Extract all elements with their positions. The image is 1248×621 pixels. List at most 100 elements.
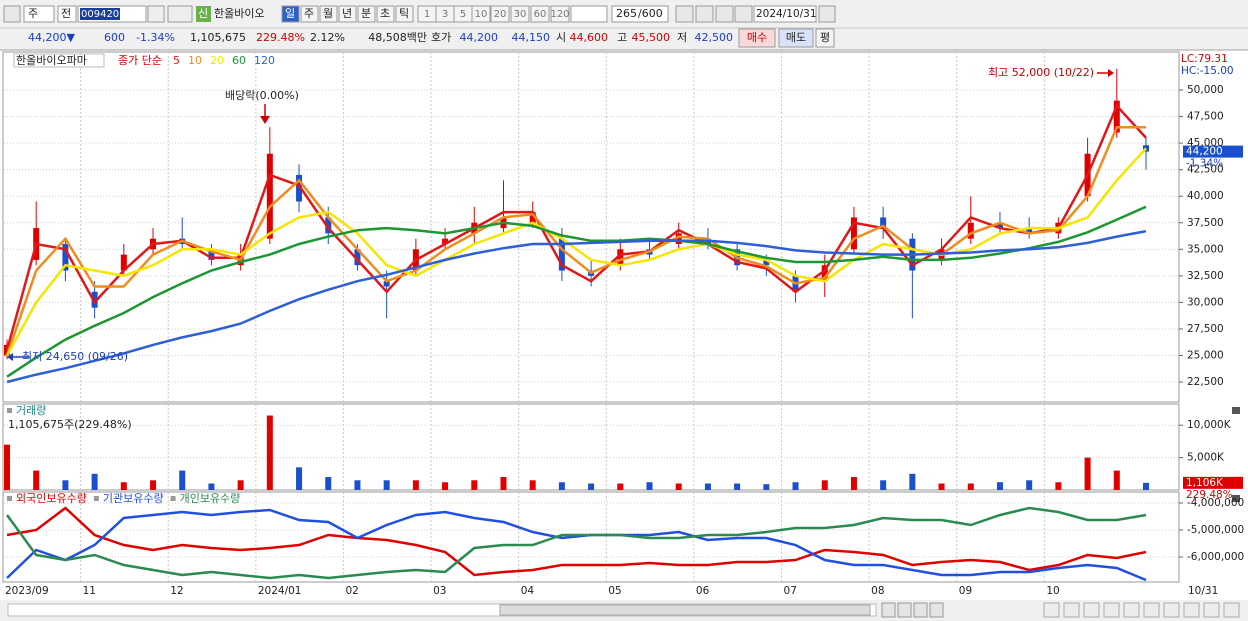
holding-line <box>6 508 1147 582</box>
volume-bar <box>471 480 478 490</box>
candle-body <box>208 249 215 260</box>
y-tick-label: 40,000 <box>1187 190 1224 202</box>
volume-bar <box>208 483 215 490</box>
minute-button[interactable] <box>510 5 530 23</box>
interval-button[interactable] <box>376 5 395 23</box>
volume-bar <box>1026 480 1033 490</box>
interval-button[interactable] <box>300 5 319 23</box>
price-type[interactable] <box>57 5 77 23</box>
tool-button[interactable] <box>675 5 694 23</box>
y-tick-label: 10,000K <box>1187 419 1232 431</box>
menu-button[interactable] <box>3 5 21 23</box>
scroll-control[interactable] <box>897 602 912 618</box>
minute-button[interactable] <box>471 5 491 23</box>
zoom-tool[interactable] <box>1103 602 1120 618</box>
volume-bar <box>558 482 565 490</box>
tool-button[interactable] <box>734 5 753 23</box>
search-button[interactable] <box>147 5 165 23</box>
legend-entry: 외국인보유수량 <box>16 492 87 505</box>
volume-bar <box>1143 482 1149 490</box>
quote-open-label: 시 <box>556 31 566 44</box>
label: 2024/10/31 <box>756 8 817 20</box>
buy-button[interactable] <box>738 28 776 48</box>
y-tick-label: 22,500 <box>1187 376 1224 388</box>
ratio-label: 229.48% <box>1186 489 1233 501</box>
zoom-tool[interactable] <box>1123 602 1140 618</box>
quote-amount: 48,508백만 <box>368 31 427 44</box>
label[interactable]: 평 <box>820 31 830 44</box>
stock-name: 한올바이오 <box>214 7 265 20</box>
zoom-tool[interactable] <box>1223 602 1240 618</box>
volume-bar <box>4 444 10 490</box>
panel-close[interactable] <box>1232 495 1240 502</box>
label: 120 <box>550 9 569 20</box>
scroll-thumb[interactable] <box>499 604 871 616</box>
label: 1 <box>424 9 430 20</box>
zoom-tool[interactable] <box>1043 602 1060 618</box>
volume-bar <box>179 470 186 490</box>
label: 주 <box>28 7 38 20</box>
date-input[interactable] <box>753 5 817 23</box>
label: 60 <box>534 9 547 20</box>
zoom-tool[interactable] <box>1203 602 1220 618</box>
panel-close[interactable] <box>1232 407 1240 414</box>
candle-body <box>383 281 390 287</box>
label: /600 <box>638 7 663 20</box>
label[interactable]: 매수 <box>747 31 767 44</box>
scroll-control[interactable] <box>881 602 896 618</box>
count-input[interactable] <box>611 5 669 23</box>
interval-button[interactable] <box>281 5 300 23</box>
minute-button[interactable] <box>550 5 570 23</box>
annotation-arrowhead <box>1108 69 1114 77</box>
annotation-arrowhead <box>260 116 270 124</box>
calendar-button[interactable] <box>818 5 836 23</box>
x-tick-label: 2024/01 <box>258 585 302 597</box>
avg-button[interactable] <box>815 28 835 48</box>
y-tick-label: 27,500 <box>1187 323 1224 335</box>
candle-body <box>821 265 828 282</box>
panel-subtitle: 1,105,675주(229.48%) <box>8 418 132 431</box>
scroll-control[interactable] <box>913 602 928 618</box>
last-price-label: 44,200 <box>1186 146 1223 158</box>
last-price-box <box>1183 145 1243 158</box>
sound-button[interactable] <box>167 5 193 23</box>
custom-interval[interactable] <box>570 5 608 23</box>
tool-button[interactable] <box>715 5 734 23</box>
label[interactable]: 매도 <box>786 31 806 44</box>
legend-entry: 20 <box>210 54 224 67</box>
volume-bar <box>354 480 361 490</box>
volume-bar <box>33 470 40 490</box>
interval-button[interactable] <box>395 5 414 23</box>
volume-bar <box>500 477 507 490</box>
interval-button[interactable] <box>319 5 338 23</box>
label: 년 <box>342 7 352 20</box>
zoom-tool[interactable] <box>1143 602 1160 618</box>
quote-change-pct: -1.34% <box>136 31 175 44</box>
candle-body <box>91 291 98 308</box>
minute-button[interactable] <box>530 5 550 23</box>
candle-body <box>558 238 565 271</box>
volume-bar <box>62 480 69 490</box>
annotation: 최고 52,000 (10/22) <box>988 66 1094 79</box>
x-end-label: 10/31 <box>1188 585 1218 597</box>
period-select[interactable] <box>23 5 55 23</box>
interval-button[interactable] <box>357 5 376 23</box>
interval-button[interactable] <box>338 5 357 23</box>
zoom-tool[interactable] <box>1083 602 1100 618</box>
scroll-control[interactable] <box>929 602 944 618</box>
zoom-tool[interactable] <box>1183 602 1200 618</box>
quote-low: 42,500 <box>695 31 734 44</box>
minute-button[interactable] <box>490 5 510 23</box>
zoom-tool[interactable] <box>1163 602 1180 618</box>
sell-button[interactable] <box>778 28 814 48</box>
tool-button[interactable] <box>695 5 714 23</box>
annotation: 배당락(0.00%) <box>225 89 299 102</box>
volume-bar <box>412 480 419 490</box>
candle-body <box>62 243 69 271</box>
y-tick-label: 30,000 <box>1187 296 1224 308</box>
candle-body <box>617 249 624 266</box>
y-tick-label: -4,000,000 <box>1187 497 1244 509</box>
zoom-tool[interactable] <box>1063 602 1080 618</box>
candle-body <box>442 238 449 244</box>
